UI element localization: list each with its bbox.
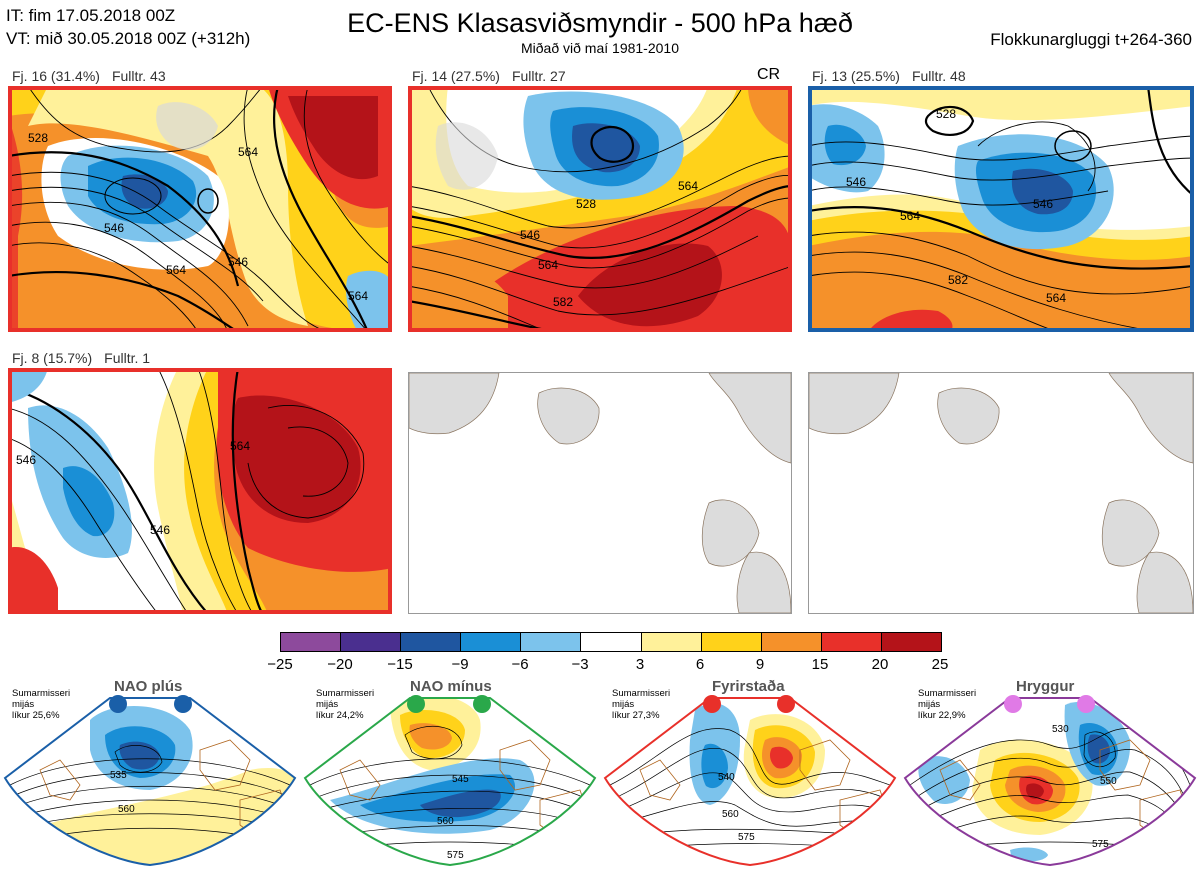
colorbar-swatch bbox=[461, 633, 522, 651]
colorbar bbox=[280, 632, 942, 652]
contour-label: 546 bbox=[520, 228, 540, 242]
regime-4-note: Sumarmisseri mijás líkur 22,9% bbox=[918, 688, 977, 721]
contour-label: 564 bbox=[678, 179, 698, 193]
colorbar-swatch bbox=[581, 633, 642, 651]
regime-2-map: 545 560 575 bbox=[300, 690, 600, 870]
contour-label: 546 bbox=[150, 523, 170, 537]
contour-label: 564 bbox=[1046, 291, 1066, 305]
cluster-4-label: Fj. 8 (15.7%) Fulltr. 1 bbox=[12, 350, 151, 366]
regime-3-map: 540 560 575 bbox=[600, 690, 900, 870]
cluster-1-label: Fj. 16 (31.4%) Fulltr. 43 bbox=[12, 68, 166, 84]
regime-label: 575 bbox=[1092, 839, 1109, 850]
issue-time: IT: fim 17.05.2018 00Z bbox=[6, 6, 176, 25]
valid-time: VT: mið 30.05.2018 00Z (+312h) bbox=[6, 29, 251, 48]
regime-4-title: Hryggur bbox=[1016, 678, 1075, 695]
regime-1-marker bbox=[109, 695, 127, 713]
contour-label: 564 bbox=[348, 289, 368, 303]
empty-map-5 bbox=[408, 372, 792, 614]
regime-label: 535 bbox=[110, 770, 127, 781]
contour-label: 582 bbox=[948, 273, 968, 287]
regime-label: 575 bbox=[738, 832, 755, 843]
regime-1-marker bbox=[174, 695, 192, 713]
contour-label: 528 bbox=[936, 107, 956, 121]
contour-label: 546 bbox=[846, 175, 866, 189]
regime-1-title: NAO plús bbox=[114, 678, 183, 695]
regime-4-map: 530 550 575 bbox=[900, 690, 1200, 870]
colorbar-swatch bbox=[341, 633, 402, 651]
regime-2-marker bbox=[473, 695, 491, 713]
contour-label: 546 bbox=[1033, 197, 1053, 211]
contour-label: 582 bbox=[553, 295, 573, 309]
page-title: EC-ENS Klasasviðsmyndir - 500 hPa hæð bbox=[347, 8, 853, 38]
colorbar-tick: 3 bbox=[635, 656, 645, 673]
colorbar-tick: 9 bbox=[755, 656, 765, 673]
contour-label: 546 bbox=[104, 221, 124, 235]
colorbar-tick: 20 bbox=[871, 656, 889, 673]
regime-3-marker bbox=[703, 695, 721, 713]
colorbar-swatch bbox=[281, 633, 342, 651]
contour-label: 528 bbox=[28, 131, 48, 145]
regime-label: 550 bbox=[1100, 776, 1117, 787]
contour-label: 564 bbox=[900, 209, 920, 223]
cluster-2-tag: CR bbox=[757, 66, 781, 83]
colorbar-swatch bbox=[641, 633, 702, 651]
cluster-2-label: Fj. 14 (27.5%) Fulltr. 27 bbox=[412, 68, 566, 84]
colorbar-tick: 6 bbox=[695, 656, 705, 673]
colorbar-tick: −3 bbox=[571, 656, 589, 673]
contour-label: 564 bbox=[230, 439, 250, 453]
regime-2-title: NAO mínus bbox=[410, 678, 492, 695]
contour-label: 528 bbox=[576, 197, 596, 211]
colorbar-swatch bbox=[761, 633, 822, 651]
cluster-3-label: Fj. 13 (25.5%) Fulltr. 48 bbox=[812, 68, 966, 84]
regime-3-title: Fyrirstaða bbox=[712, 678, 785, 695]
regime-2-marker bbox=[407, 695, 425, 713]
regime-4-marker bbox=[1077, 695, 1095, 713]
contour-label: 564 bbox=[238, 145, 258, 159]
regime-label: 540 bbox=[718, 772, 735, 783]
colorbar-tick: −6 bbox=[511, 656, 529, 673]
colorbar-tick: 25 bbox=[931, 656, 949, 673]
contour-label: 546 bbox=[228, 255, 248, 269]
regime-label: 560 bbox=[118, 804, 135, 815]
page-subtitle: Miðað við maí 1981-2010 bbox=[521, 40, 679, 56]
colorbar-tick: −25 bbox=[267, 656, 293, 673]
regime-label: 545 bbox=[452, 774, 469, 785]
regime-label: 575 bbox=[447, 850, 464, 861]
empty-map-6 bbox=[808, 372, 1194, 614]
contour-label: 546 bbox=[16, 453, 36, 467]
regime-3-marker bbox=[777, 695, 795, 713]
colorbar-swatch bbox=[821, 633, 882, 651]
cluster-map-3: 546 528 546 564 582 564 bbox=[808, 86, 1194, 332]
regime-1-note: Sumarmisseri mijás líkur 25,6% bbox=[12, 688, 71, 721]
regime-2-note: Sumarmisseri mijás líkur 24,2% bbox=[316, 688, 375, 721]
regime-3-note: Sumarmisseri mijás líkur 27,3% bbox=[612, 688, 671, 721]
colorbar-tick: −20 bbox=[327, 656, 353, 673]
cluster-map-4: 546 564 546 bbox=[8, 368, 392, 614]
regime-label: 560 bbox=[722, 809, 739, 820]
regime-1-map: 535 560 bbox=[0, 690, 300, 870]
regime-4-marker bbox=[1004, 695, 1022, 713]
colorbar-tick: 15 bbox=[811, 656, 829, 673]
colorbar-swatch bbox=[701, 633, 762, 651]
contour-label: 564 bbox=[538, 258, 558, 272]
colorbar-tick: −9 bbox=[451, 656, 469, 673]
colorbar-swatch bbox=[401, 633, 462, 651]
regime-label: 560 bbox=[437, 816, 454, 827]
cluster-map-2: 546 564 564 528 582 bbox=[408, 86, 792, 332]
colorbar-swatch bbox=[881, 633, 942, 651]
colorbar-tick: −15 bbox=[387, 656, 413, 673]
cluster-map-1: 564 546 564 564 546 528 bbox=[8, 86, 392, 332]
header-times: IT: fim 17.05.2018 00Z VT: mið 30.05.201… bbox=[6, 4, 250, 50]
classification-window: Flokkunargluggi t+264-360 bbox=[990, 30, 1192, 49]
regime-label: 530 bbox=[1052, 724, 1069, 735]
colorbar-swatch bbox=[521, 633, 582, 651]
contour-label: 564 bbox=[166, 263, 186, 277]
